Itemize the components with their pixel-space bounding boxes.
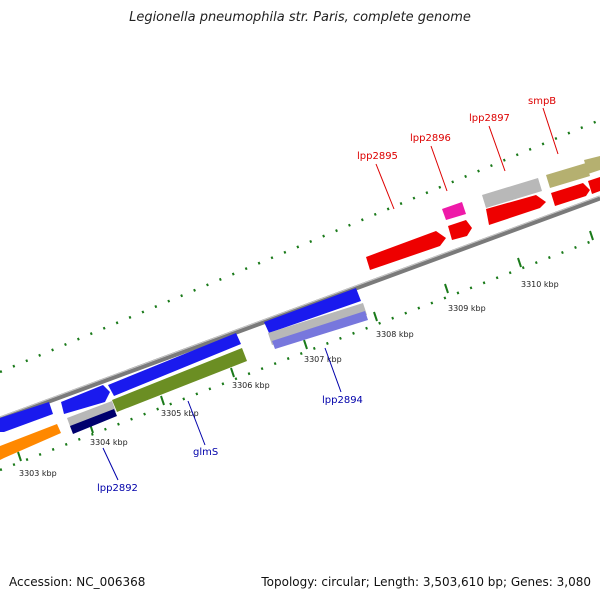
gene-label-lpp2896[interactable]: lpp2896 bbox=[410, 133, 451, 144]
cds-feature-red[interactable] bbox=[551, 183, 590, 206]
major-tick bbox=[303, 339, 308, 350]
scale-label: 3309 kbp bbox=[448, 304, 486, 313]
genome-backbone bbox=[0, 195, 600, 422]
cds-feature-khaki[interactable] bbox=[546, 163, 590, 188]
cds-feature-blue[interactable] bbox=[108, 333, 241, 396]
backbone-line bbox=[0, 195, 600, 422]
leader-line-glmS bbox=[187, 400, 206, 446]
major-tick bbox=[160, 395, 165, 406]
genome-summary-text: Topology: circular; Length: 3,503,610 bp… bbox=[261, 575, 591, 589]
backbone-highlight bbox=[0, 195, 600, 418]
forward-strand-features bbox=[0, 177, 600, 432]
leader-line-lpp2894 bbox=[324, 347, 342, 393]
cds-feature-olive[interactable] bbox=[112, 348, 247, 412]
scale-label: 3306 kbp bbox=[232, 381, 270, 390]
cds-feature-gray[interactable] bbox=[482, 178, 542, 208]
cds-feature-navy[interactable] bbox=[70, 409, 117, 434]
gene-label-lpp2897[interactable]: lpp2897 bbox=[469, 113, 510, 124]
gene-label-lpp2895[interactable]: lpp2895 bbox=[357, 151, 398, 162]
gene-labels: lpp2892 glmS lpp2894 lpp2895 lpp2896 lpp… bbox=[97, 96, 556, 494]
leader-line-lpp2896 bbox=[430, 145, 448, 192]
gene-label-lpp2894[interactable]: lpp2894 bbox=[322, 395, 363, 406]
major-tick bbox=[517, 257, 522, 268]
cds-feature-lavender[interactable] bbox=[272, 311, 368, 349]
map-title: Legionella pneumophila str. Paris, compl… bbox=[129, 10, 471, 25]
forward-outer-features bbox=[442, 156, 600, 220]
leader-line-lpp2892 bbox=[102, 447, 119, 481]
inner-dotted-ring bbox=[0, 236, 600, 472]
major-tick bbox=[444, 283, 449, 294]
gene-label-glmS[interactable]: glmS bbox=[193, 447, 218, 458]
scale-label: 3308 kbp bbox=[376, 330, 414, 339]
cds-feature-red[interactable] bbox=[588, 177, 600, 194]
cds-feature-red[interactable] bbox=[448, 220, 472, 240]
inner-tick-ring bbox=[0, 236, 600, 472]
cds-feature-magenta[interactable] bbox=[442, 202, 466, 220]
major-ticks bbox=[17, 230, 594, 462]
leader-line-lpp2895 bbox=[375, 163, 395, 210]
cds-feature-blue[interactable] bbox=[0, 402, 53, 432]
cds-feature-khaki[interactable] bbox=[584, 156, 600, 174]
major-tick bbox=[17, 451, 22, 462]
gene-label-smpB[interactable]: smpB bbox=[528, 96, 556, 107]
major-tick bbox=[589, 230, 594, 241]
scale-label: 3305 kbp bbox=[161, 409, 199, 418]
leader-line-lpp2897 bbox=[488, 125, 506, 172]
reverse-strand-features bbox=[0, 303, 368, 460]
major-tick bbox=[373, 311, 378, 322]
major-tick bbox=[230, 367, 235, 378]
cds-feature-gray[interactable] bbox=[67, 401, 116, 429]
scale-label: 3307 kbp bbox=[304, 355, 342, 364]
scale-label: 3310 kbp bbox=[521, 280, 559, 289]
cds-feature-red[interactable] bbox=[366, 231, 446, 270]
label-leader-lines bbox=[102, 107, 559, 481]
cds-feature-orange[interactable] bbox=[0, 424, 61, 460]
gene-label-lpp2892[interactable]: lpp2892 bbox=[97, 483, 138, 494]
leader-line-smpB bbox=[542, 107, 559, 155]
cds-feature-blue[interactable] bbox=[264, 288, 361, 333]
accession-text: Accession: NC_006368 bbox=[9, 575, 146, 589]
scale-label: 3304 kbp bbox=[90, 438, 128, 447]
scale-label: 3303 kbp bbox=[19, 469, 57, 478]
cds-feature-red[interactable] bbox=[486, 195, 546, 225]
cds-feature-blue[interactable] bbox=[61, 385, 110, 414]
scale-labels: 3303 kbp 3304 kbp 3305 kbp 3306 kbp 3307… bbox=[19, 280, 559, 478]
